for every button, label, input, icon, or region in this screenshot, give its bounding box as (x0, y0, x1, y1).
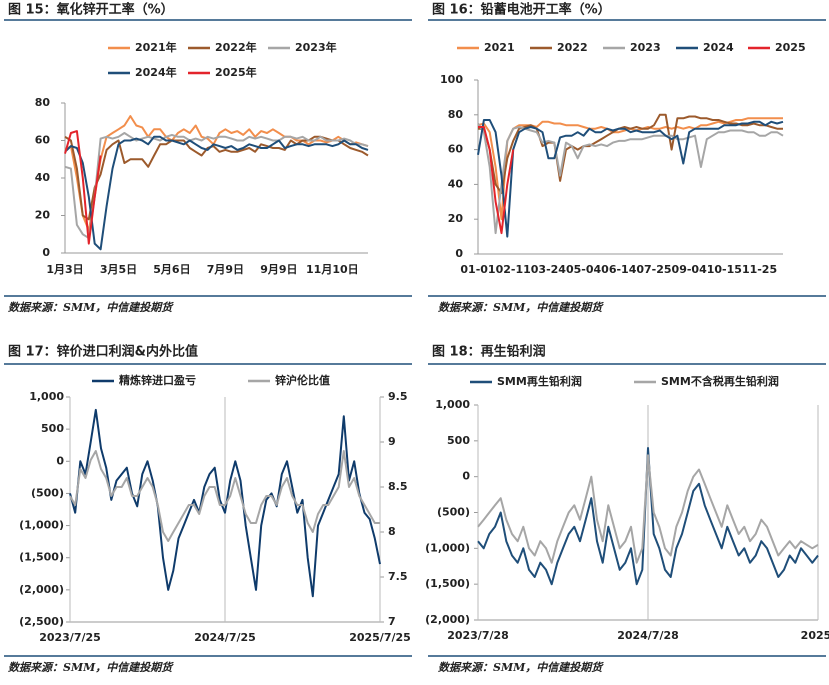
legend-label: 2024 (703, 41, 734, 54)
y-tick-label: 1,000 (435, 398, 470, 411)
x-tick-label: 01-01 (460, 263, 495, 276)
y-tick-label: 60 (35, 134, 51, 147)
y-tick-label: 9 (388, 435, 396, 448)
y-tick-label: 20 (448, 212, 464, 225)
x-tick-label: 2025/ (801, 629, 829, 642)
legend-label: 2023 (630, 41, 661, 54)
x-tick-label: 7月9日 (207, 263, 244, 276)
x-tick-label: 06-14 (601, 263, 637, 276)
series-line (477, 119, 784, 238)
x-tick-label: 10-15 (707, 263, 742, 276)
series-line (478, 113, 783, 195)
y-tick-label: 8.5 (388, 480, 408, 493)
series-line (64, 135, 369, 251)
y-tick-label: 500 (41, 422, 64, 435)
y-tick-label: 80 (448, 108, 464, 121)
legend-label: 2022 (557, 41, 588, 54)
x-tick-label: 3月5日 (100, 263, 137, 276)
x-tick-label: 2025/7/25 (349, 631, 411, 644)
x-tick-label: 1月3日 (46, 263, 83, 276)
y-tick-label: (1,500) (19, 551, 64, 564)
source-note: 数据来源：SMM，中信建投期货 (8, 301, 174, 314)
legend-label: 2021 (484, 41, 515, 54)
series-line (477, 447, 819, 586)
y-tick-label: 0 (455, 247, 463, 260)
y-tick-label: 1,000 (29, 390, 64, 403)
series-line (478, 126, 515, 235)
series-line (69, 408, 381, 598)
x-tick-label: 11-25 (742, 263, 777, 276)
y-tick-label: 7.5 (388, 570, 408, 583)
x-tick-label: 2023/7/28 (447, 629, 509, 642)
legend-label: 2025年 (215, 65, 257, 79)
chart-title: 图 16：铅蓄电池开工率（%） (432, 2, 611, 18)
x-tick-label: 5月6日 (153, 263, 190, 276)
legend-label: 2025 (775, 41, 806, 54)
series-line (64, 135, 369, 221)
y-tick-label: 7 (388, 615, 396, 628)
source-note: 数据来源：SMM，中信建投期货 (438, 661, 604, 674)
y-tick-label: (2,000) (425, 613, 470, 626)
y-tick-label: 0 (56, 454, 64, 467)
y-tick-label: 8 (388, 525, 396, 538)
legend-label: 锌沪伦比值 (275, 373, 330, 387)
legend-label: 精炼锌进口盈亏 (119, 373, 196, 387)
x-tick-label: 2024/7/25 (194, 631, 256, 644)
y-tick-label: 100 (440, 73, 463, 86)
series-line (477, 454, 819, 564)
legend-label: 2022年 (215, 40, 257, 54)
x-tick-label: 9月9日 (260, 263, 297, 276)
series-line (64, 132, 369, 239)
x-tick-label: 2024/7/28 (617, 629, 679, 642)
series-line (69, 450, 380, 542)
x-tick-label: 07-25 (636, 263, 671, 276)
y-tick-label: 500 (447, 434, 470, 447)
y-tick-label: (500) (437, 506, 470, 519)
y-tick-label: 9.5 (388, 390, 408, 403)
legend-label: SMM再生铅利润 (497, 374, 582, 388)
x-tick-label: 05-04 (566, 263, 602, 276)
x-tick-label: 11月10日 (306, 263, 359, 276)
y-tick-label: (1,500) (425, 577, 470, 590)
x-tick-label: 02-11 (496, 263, 531, 276)
series-line (477, 122, 784, 235)
legend-label: 2023年 (295, 40, 337, 54)
legend-label: 2021年 (135, 40, 177, 54)
y-tick-label: 40 (35, 171, 51, 184)
x-tick-label: 09-04 (672, 263, 708, 276)
source-note: 数据来源：SMM，中信建投期货 (438, 301, 604, 314)
source-note: 数据来源：SMM，中信建投期货 (8, 661, 174, 674)
y-tick-label: (500) (31, 486, 64, 499)
series-line (64, 115, 369, 232)
y-tick-label: (2,000) (19, 583, 64, 596)
legend-label: 2024年 (135, 65, 177, 79)
y-tick-label: 80 (35, 96, 51, 109)
series-line (64, 130, 102, 245)
legend-label: SMM不含税再生铅利润 (661, 374, 779, 388)
chart-title: 图 15：氧化锌开工率（%） (8, 2, 174, 18)
y-tick-label: (1,000) (19, 519, 64, 532)
y-tick-label: 60 (448, 143, 464, 156)
y-tick-label: 40 (448, 177, 464, 190)
chart-title: 图 17：锌价进口利润&内外比值 (8, 344, 198, 360)
x-tick-label: 2023/7/25 (39, 631, 101, 644)
y-tick-label: 20 (35, 209, 51, 222)
y-tick-label: 0 (462, 470, 470, 483)
chart-title: 图 18：再生铅利润 (432, 344, 546, 360)
y-tick-label: 0 (42, 246, 50, 259)
y-tick-label: (1,000) (425, 541, 470, 554)
x-tick-label: 03-24 (531, 263, 567, 276)
series-line (477, 117, 783, 221)
y-tick-label: (2,500) (19, 615, 64, 628)
